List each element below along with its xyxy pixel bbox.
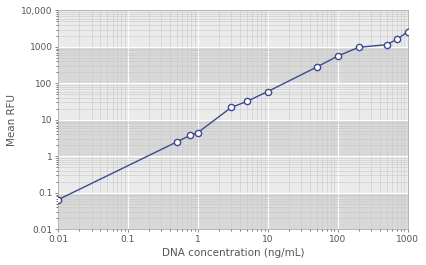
Bar <box>58 10 408 47</box>
Bar <box>58 193 408 229</box>
X-axis label: DNA concentration (ng/mL): DNA concentration (ng/mL) <box>161 248 304 258</box>
Bar <box>58 120 408 156</box>
Bar <box>58 156 408 193</box>
Y-axis label: Mean RFU: Mean RFU <box>7 94 17 146</box>
Bar <box>58 47 408 83</box>
Bar <box>58 83 408 120</box>
